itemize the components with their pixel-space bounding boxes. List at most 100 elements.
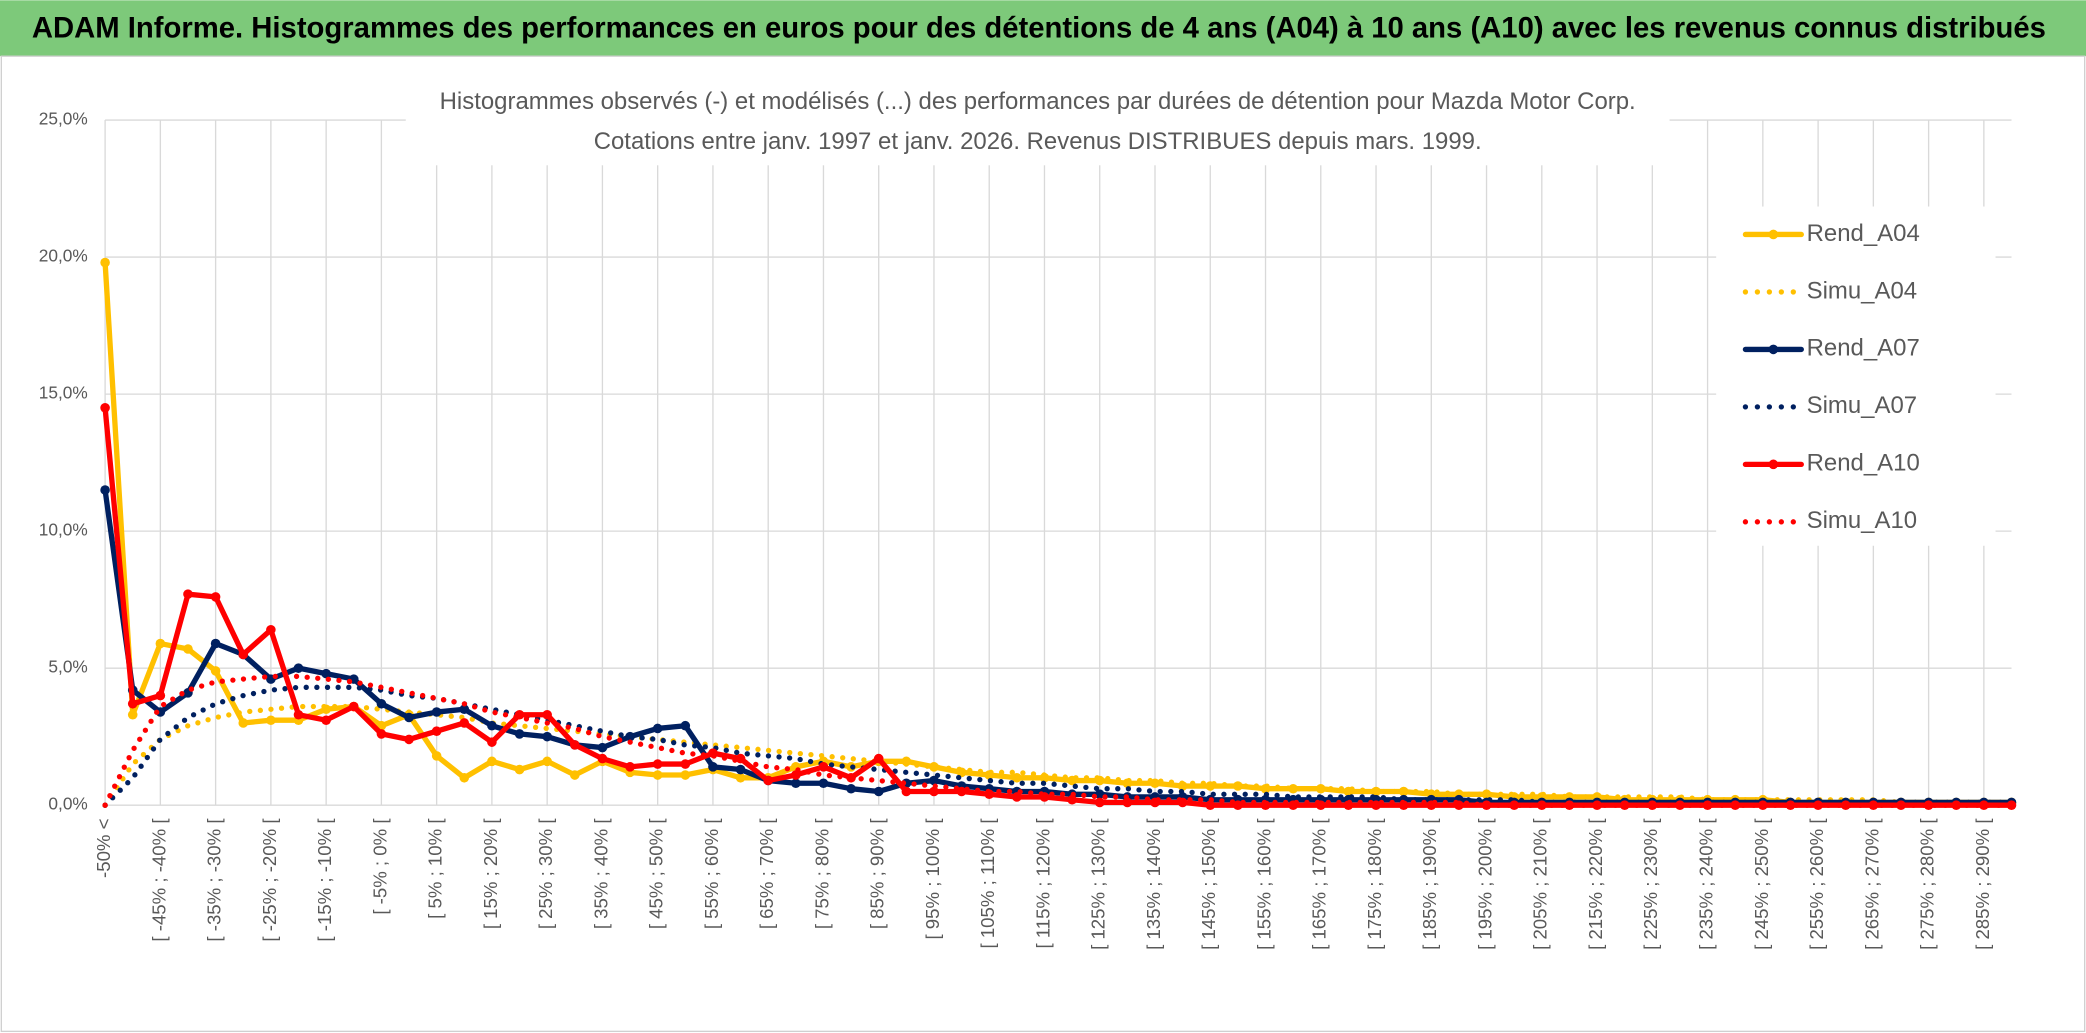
series-marker (570, 740, 580, 750)
x-tick-label: [ -5% ; 0% [ (369, 818, 390, 915)
series-marker (210, 592, 221, 602)
series-marker (542, 756, 552, 767)
series-marker (652, 759, 663, 769)
series-marker (431, 751, 442, 761)
series-marker (873, 786, 884, 797)
series-marker (1509, 800, 1519, 810)
series-marker (1979, 800, 1989, 810)
chart-title: Histogrammes observés (-) et modélisés (… (440, 88, 1636, 115)
series-marker (1233, 800, 1243, 810)
series-marker (542, 709, 552, 720)
legend-marker (1768, 229, 1779, 240)
legend: Rend_A04 Simu_A04 Rend_A07 Simu_A07 Rend_A10… (1716, 206, 1996, 546)
x-tick-label: [ 195% ; 200% [ (1474, 818, 1495, 950)
series-marker (100, 403, 110, 413)
y-tick-label: 10,0% (39, 520, 88, 540)
series-marker (321, 668, 331, 679)
plot-area (100, 257, 2017, 810)
series-marker (680, 720, 691, 731)
series-marker (597, 753, 608, 764)
series-marker (376, 729, 387, 739)
x-tick-label: [ -35% ; -30% [ (204, 818, 225, 942)
legend-label: Rend_A04 (1807, 220, 1920, 247)
y-tick-label: 20,0% (39, 246, 88, 266)
series-marker (1923, 800, 1934, 810)
series-marker (873, 753, 884, 764)
series-marker (210, 666, 221, 676)
series-marker (652, 723, 663, 734)
series-marker (791, 770, 801, 780)
legend-label: Rend_A10 (1807, 450, 1920, 477)
series-marker (1647, 800, 1658, 810)
legend-label: Simu_A10 (1807, 507, 1917, 534)
series-marker (210, 638, 221, 649)
series-marker (625, 762, 635, 772)
legend-marker (1768, 459, 1779, 470)
series-marker (431, 726, 442, 736)
header-title: ADAM Informe. Histogrammes des performan… (32, 12, 2046, 44)
series-marker (404, 712, 414, 723)
series-marker (1702, 800, 1713, 810)
series-marker (680, 759, 691, 769)
series-marker (1067, 794, 1077, 805)
x-tick-label: [ 135% ; 140% [ (1143, 818, 1164, 950)
series-line (102, 703, 2015, 808)
series-marker (238, 649, 249, 660)
legend-label: Rend_A07 (1807, 335, 1920, 362)
x-tick-label: [ 155% ; 160% [ (1253, 818, 1274, 950)
x-tick-label: [ 165% ; 170% [ (1309, 818, 1330, 950)
y-tick-label: 0,0% (48, 794, 87, 814)
x-tick-label: [ 45% ; 50% [ (646, 818, 667, 930)
series-marker (155, 690, 166, 701)
chart-subtitle: Cotations entre janv. 1997 et janv. 2026… (594, 128, 1482, 155)
series-marker (183, 589, 193, 599)
x-tick-label: [ 115% ; 120% [ (1032, 818, 1053, 949)
series-marker (956, 786, 967, 797)
series-marker (1785, 800, 1796, 810)
x-tick-label: [ -25% ; -20% [ (259, 818, 280, 942)
series-marker (376, 698, 387, 709)
y-tick-label: 25,0% (39, 109, 88, 129)
x-tick-label: [ 245% ; 250% [ (1751, 818, 1772, 950)
x-tick-label: [ 215% ; 220% [ (1585, 818, 1606, 950)
series-marker (459, 772, 470, 783)
x-tick-label: [ 95% ; 100% [ (922, 818, 943, 940)
series-marker (487, 737, 497, 747)
series-marker (1094, 789, 1105, 800)
x-tick-label: [ -15% ; -10% [ (314, 818, 335, 942)
series-marker (155, 638, 166, 649)
series-marker (1094, 797, 1105, 808)
title-background (405, 80, 1670, 166)
series-marker (652, 770, 663, 780)
x-tick-label: [ 125% ; 130% [ (1088, 818, 1109, 950)
x-tick-label: [ 145% ; 150% [ (1198, 818, 1219, 950)
series-marker (127, 698, 138, 709)
x-tick-label: [ 25% ; 30% [ (535, 818, 556, 930)
series-marker (293, 663, 304, 673)
x-tick-label: [ -45% ; -40% [ (148, 818, 169, 942)
series-marker (846, 783, 856, 794)
series-marker (1840, 800, 1851, 810)
series-marker (348, 701, 359, 712)
x-tick-label: [ 285% ; 290% [ (1972, 818, 1993, 950)
x-tick-label: [ 205% ; 210% [ (1530, 818, 1551, 950)
legend-background (1716, 206, 1996, 546)
legend-label: Simu_A07 (1807, 392, 1917, 419)
series-marker (570, 770, 580, 780)
series-marker (100, 485, 110, 495)
series-marker (487, 756, 497, 767)
x-tick-label: [ 5% ; 10% [ (425, 818, 446, 919)
series-marker (1371, 800, 1381, 810)
series-marker (818, 762, 829, 772)
x-tick-label: [ 85% ; 90% [ (867, 818, 888, 930)
series-line (102, 673, 2015, 808)
x-tick-label: [ 75% ; 80% [ (811, 818, 832, 930)
series-marker (818, 778, 829, 789)
x-tick-label: [ 55% ; 60% [ (701, 818, 722, 930)
x-tick-label: [ 105% ; 110% [ (977, 818, 998, 949)
x-tick-label: [ 35% ; 40% [ (590, 818, 611, 930)
series-marker (183, 644, 193, 654)
series-marker (901, 786, 912, 797)
x-tick-label: [ 265% ; 270% [ (1861, 818, 1882, 950)
